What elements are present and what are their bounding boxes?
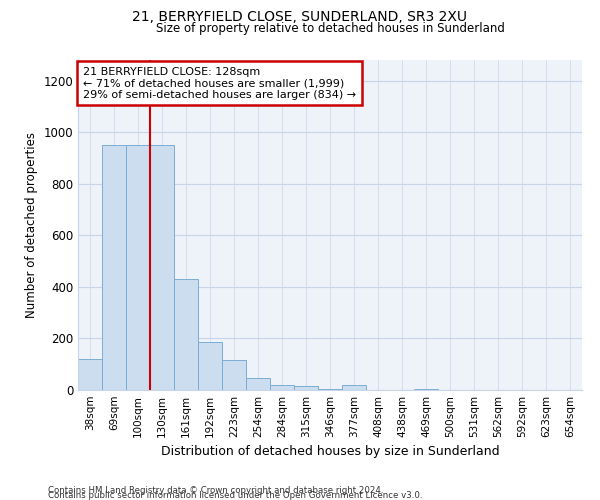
Text: Contains HM Land Registry data © Crown copyright and database right 2024.: Contains HM Land Registry data © Crown c… [48, 486, 383, 495]
Bar [150, 145, 174, 390]
Text: 21, BERRYFIELD CLOSE, SUNDERLAND, SR3 2XU: 21, BERRYFIELD CLOSE, SUNDERLAND, SR3 2X… [133, 10, 467, 24]
Bar [414, 388, 438, 390]
Bar [78, 359, 102, 390]
Bar [246, 378, 270, 390]
Bar [222, 360, 246, 390]
Bar [342, 385, 366, 390]
Bar [174, 279, 198, 390]
Text: Contains public sector information licensed under the Open Government Licence v3: Contains public sector information licen… [48, 491, 422, 500]
Title: Size of property relative to detached houses in Sunderland: Size of property relative to detached ho… [155, 22, 505, 35]
Text: 21 BERRYFIELD CLOSE: 128sqm
← 71% of detached houses are smaller (1,999)
29% of : 21 BERRYFIELD CLOSE: 128sqm ← 71% of det… [83, 66, 356, 100]
Y-axis label: Number of detached properties: Number of detached properties [25, 132, 38, 318]
Bar [270, 385, 294, 390]
X-axis label: Distribution of detached houses by size in Sunderland: Distribution of detached houses by size … [161, 446, 499, 458]
Bar [102, 145, 126, 390]
Bar [318, 388, 342, 390]
Bar [294, 386, 318, 390]
Bar [126, 145, 150, 390]
Bar [198, 342, 222, 390]
